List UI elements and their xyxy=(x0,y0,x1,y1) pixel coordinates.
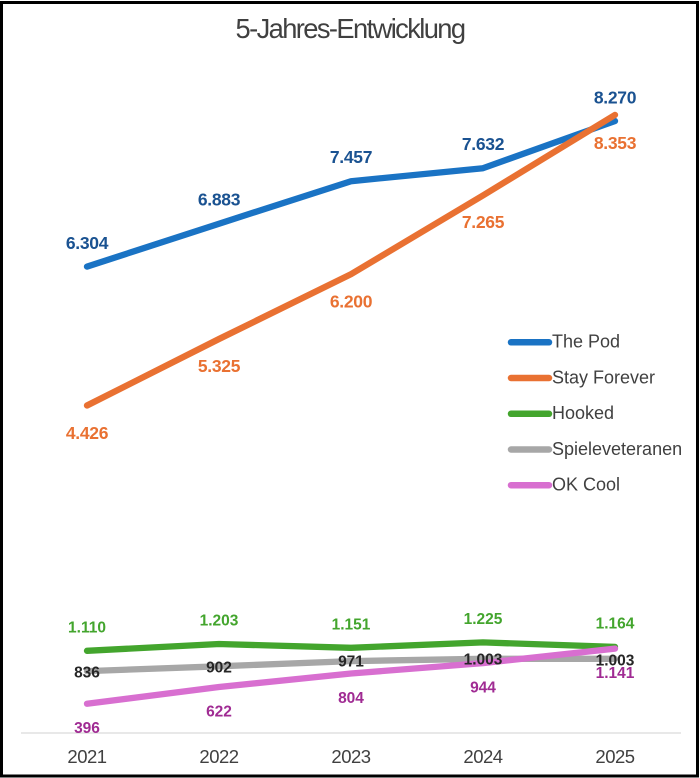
svg-text:2021: 2021 xyxy=(67,746,106,767)
svg-text:622: 622 xyxy=(206,703,232,720)
svg-text:6.304: 6.304 xyxy=(66,233,109,253)
svg-text:Stay Forever: Stay Forever xyxy=(552,367,655,387)
svg-text:7.457: 7.457 xyxy=(330,147,372,167)
svg-text:5.325: 5.325 xyxy=(198,356,241,376)
svg-text:2023: 2023 xyxy=(331,746,370,767)
svg-text:396: 396 xyxy=(74,720,100,737)
svg-text:5-Jahres-Entwicklung: 5-Jahres-Entwicklung xyxy=(236,13,465,44)
svg-text:7.632: 7.632 xyxy=(462,134,505,154)
svg-text:944: 944 xyxy=(470,680,496,697)
svg-text:1.003: 1.003 xyxy=(464,652,503,669)
svg-text:2025: 2025 xyxy=(595,746,634,767)
svg-text:4.426: 4.426 xyxy=(66,423,109,443)
svg-text:7.265: 7.265 xyxy=(462,212,505,232)
svg-text:2024: 2024 xyxy=(463,746,502,767)
svg-text:8.270: 8.270 xyxy=(594,87,637,107)
svg-text:1.225: 1.225 xyxy=(464,611,503,628)
svg-text:1.164: 1.164 xyxy=(596,616,635,633)
svg-text:The Pod: The Pod xyxy=(552,332,620,352)
svg-text:804: 804 xyxy=(338,690,364,707)
svg-text:1.003: 1.003 xyxy=(596,653,635,670)
svg-text:6.200: 6.200 xyxy=(330,292,373,312)
svg-text:6.883: 6.883 xyxy=(198,190,241,210)
svg-text:1.203: 1.203 xyxy=(200,613,239,630)
svg-text:1.151: 1.151 xyxy=(332,617,371,634)
svg-text:1.141: 1.141 xyxy=(596,665,635,682)
svg-text:902: 902 xyxy=(206,660,232,677)
svg-text:8.353: 8.353 xyxy=(594,133,637,153)
svg-text:1.110: 1.110 xyxy=(68,620,106,637)
svg-text:2022: 2022 xyxy=(199,746,238,767)
svg-text:Hooked: Hooked xyxy=(552,403,614,423)
svg-text:OK Cool: OK Cool xyxy=(552,475,620,495)
svg-text:Spieleveteranen: Spieleveteranen xyxy=(552,439,682,459)
svg-text:836: 836 xyxy=(74,664,100,681)
svg-text:971: 971 xyxy=(338,654,364,671)
